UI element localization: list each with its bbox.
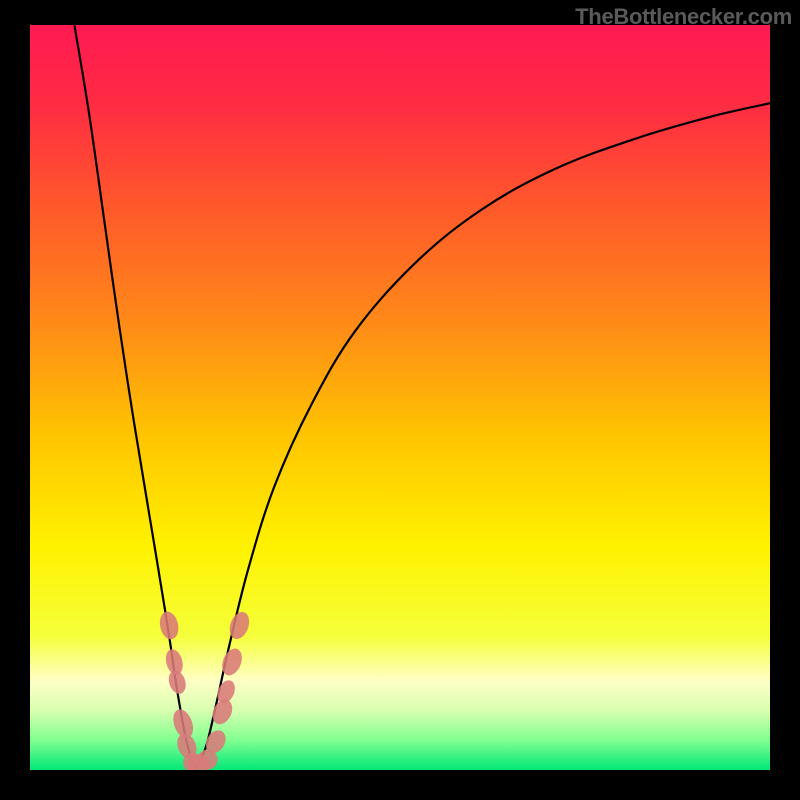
data-marker bbox=[166, 668, 189, 696]
curve-right bbox=[196, 103, 770, 770]
curve-layer bbox=[30, 25, 770, 770]
data-markers bbox=[157, 609, 252, 770]
data-marker bbox=[226, 609, 252, 641]
chart-container: TheBottlenecker.com bbox=[0, 0, 800, 800]
plot-area bbox=[30, 25, 770, 770]
data-marker bbox=[157, 610, 180, 641]
